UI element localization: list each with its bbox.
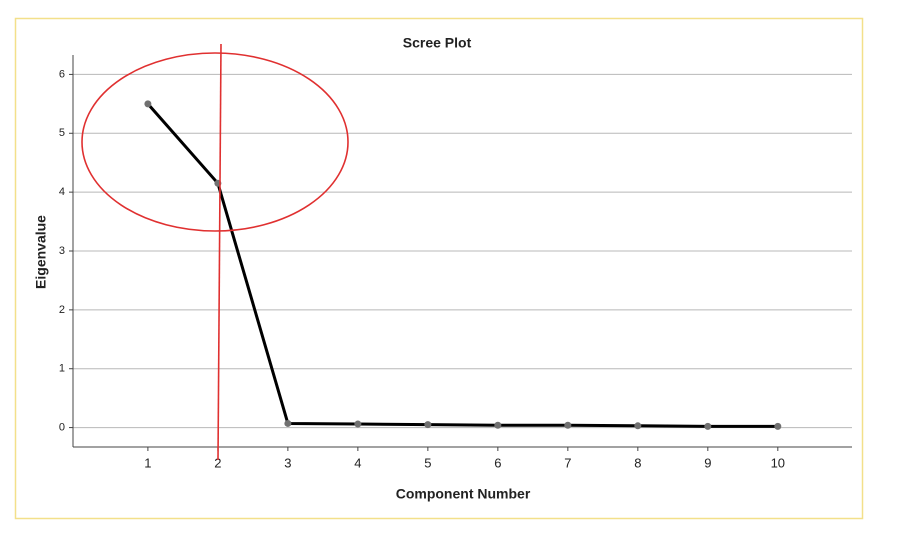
data-point [704,422,712,430]
data-point [144,100,152,108]
y-tick-label: 2 [59,304,65,316]
data-point [284,419,292,427]
x-tick-label: 10 [771,455,785,470]
annotations [81,43,349,461]
x-tick-label: 2 [214,455,221,470]
data-point [354,420,362,428]
cutoff-line [217,43,222,461]
series-line [146,102,778,428]
y-tick-label: 3 [59,245,65,257]
data-point [494,421,502,429]
y-axis-label: Eigenvalue [33,215,49,289]
y-tick-label: 1 [59,363,65,375]
y-tick-label: 0 [59,421,65,433]
x-tick-label: 4 [354,455,361,470]
y-tick-label: 4 [59,186,65,198]
x-tick-label: 7 [564,455,571,470]
x-tick-label: 5 [424,455,431,470]
x-axis-label: Component Number [396,486,531,502]
x-tick-label: 6 [494,455,501,470]
x-tick-label: 9 [704,455,711,470]
x-tick-label: 8 [634,455,641,470]
x-tick-label: 1 [144,455,151,470]
highlight-ellipse [81,52,349,232]
data-point [774,422,782,430]
plot-area: 0 1 2 3 4 5 6 1 2 3 4 5 6 7 8 9 10 [59,55,852,470]
data-point [634,422,642,430]
x-tick-label: 3 [284,455,291,470]
data-point [564,421,572,429]
y-tick-label: 6 [59,68,65,80]
frame [14,17,864,520]
y-tick-label: 5 [59,127,65,139]
chart-title: Scree Plot [403,35,472,51]
data-point [424,421,432,429]
